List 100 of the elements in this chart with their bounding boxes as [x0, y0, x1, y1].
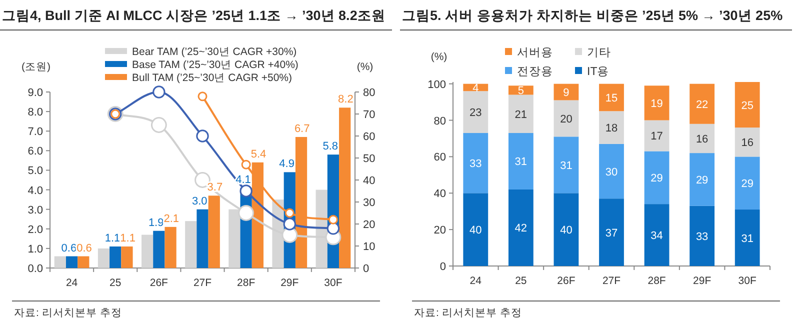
y-tick-label: 0: [440, 261, 446, 273]
point: [326, 222, 340, 235]
y-tick-label: 3.0: [28, 204, 43, 216]
bar: [644, 120, 670, 152]
bar: [734, 156, 760, 210]
bar: [463, 193, 488, 266]
bar: [153, 230, 165, 268]
bar: [208, 196, 220, 268]
data-label: 29: [650, 172, 663, 185]
y2-tick-label: 80: [363, 87, 376, 99]
legend-label: Base TAM (’25~’30년 CAGR +40%): [132, 59, 298, 71]
x-tick-label: 27F: [193, 277, 212, 289]
point: [198, 92, 208, 102]
point: [240, 184, 252, 198]
data-label: 37: [605, 227, 618, 240]
data-label: 8.2: [338, 94, 354, 106]
data-label: 33: [470, 158, 482, 170]
y-tick-label: 5.0: [28, 165, 43, 178]
y2-tick-label: 30: [363, 197, 376, 209]
y2-axis-title: (%): [356, 61, 374, 73]
data-label: 5.8: [322, 140, 338, 153]
y-tick-label: 9.0: [28, 87, 43, 99]
bar: [185, 221, 197, 268]
data-label: 29: [741, 178, 754, 190]
y2-tick-label: 60: [363, 131, 376, 143]
data-label: 17: [650, 130, 663, 143]
x-tick-label: 25: [110, 277, 122, 289]
point: [241, 160, 251, 170]
data-label: 6.7: [294, 122, 310, 135]
y2-tick-label: 40: [363, 175, 376, 187]
y-tick-label: 0.0: [28, 263, 43, 275]
bar: [599, 84, 624, 112]
bar: [463, 133, 488, 194]
data-label: 16: [741, 137, 754, 150]
text: 자료: 리서치본부 추정: [14, 307, 122, 319]
y-tick-label: 80: [434, 115, 446, 128]
x-tick-label: 28F: [648, 275, 666, 287]
data-label: 30: [605, 166, 618, 178]
y2-tick-label: 50: [363, 153, 376, 165]
data-label: 3.0: [192, 195, 208, 208]
bar: [554, 100, 579, 137]
bar: [734, 210, 760, 266]
point: [328, 214, 338, 224]
bar: [196, 209, 208, 268]
bar: [690, 124, 715, 154]
point: [283, 218, 296, 230]
x-tick-label: 26F: [557, 275, 576, 287]
data-label: 1.1: [104, 232, 120, 244]
y-tick-label: 8.0: [28, 106, 43, 119]
data-label: 31: [741, 232, 754, 245]
y2-tick-label: 0: [363, 263, 370, 275]
bar: [463, 91, 488, 134]
legend-label: IT용: [587, 66, 610, 78]
bar: [142, 234, 154, 268]
data-label: 21: [514, 108, 528, 121]
legend-label: 전장용: [517, 66, 553, 78]
y-axis-title: (조원): [22, 61, 50, 73]
x-tick-label: 30F: [738, 275, 756, 287]
chart-title: 그림4, Bull 기준 AI MLCC 시장은 ’25년 1.1조 → ’30년 8.2조원: [2, 8, 386, 23]
data-label: 15: [605, 92, 618, 104]
data-label: 4.9: [279, 158, 294, 170]
point: [152, 86, 166, 98]
bar: [78, 256, 90, 268]
y-tick-label: 7.0: [28, 126, 43, 138]
chart-title: 그림5. 서버 응용처가 차지하는 비중은 ’25년 5% → ’30년 25%: [402, 8, 783, 23]
data-label: 1.1: [120, 232, 136, 244]
bar: [508, 133, 534, 190]
bar: [121, 246, 133, 268]
point: [284, 208, 294, 218]
bar: [599, 198, 624, 266]
y-tick-label: 40: [434, 188, 446, 200]
x-tick-label: 29F: [693, 275, 712, 287]
legend-label: Bear TAM (’25~’30년 CAGR +30%): [132, 46, 297, 58]
y-tick-label: 4.0: [28, 184, 43, 197]
bar: [734, 128, 760, 157]
data-label: 34: [650, 230, 663, 242]
legend-label: 서버용: [517, 47, 553, 59]
bar: [164, 226, 176, 268]
bar: [599, 144, 624, 199]
x-tick-label: 24: [66, 277, 78, 289]
bar: [690, 153, 715, 206]
data-label: 22: [696, 98, 708, 111]
data-label: 3.7: [207, 182, 223, 194]
point: [238, 205, 254, 221]
y2-tick-label: 10: [363, 241, 376, 253]
data-label: 2.1: [164, 212, 180, 225]
data-label: 18: [605, 122, 618, 135]
data-label: 33: [696, 230, 708, 243]
bar: [644, 86, 670, 120]
bar: [734, 82, 760, 128]
x-tick-label: 29F: [280, 277, 299, 289]
data-label: 42: [514, 222, 528, 235]
y-tick-label: 100: [428, 78, 446, 91]
bar: [644, 151, 670, 204]
y-tick-label: 1.0: [28, 243, 43, 256]
data-label: 0.6: [61, 242, 77, 254]
data-label: 23: [470, 107, 482, 120]
legend-label: Bull TAM (’25~’30년 CAGR +50%): [132, 72, 292, 84]
data-label: 19: [650, 98, 663, 110]
y2-tick-label: 20: [363, 219, 376, 231]
